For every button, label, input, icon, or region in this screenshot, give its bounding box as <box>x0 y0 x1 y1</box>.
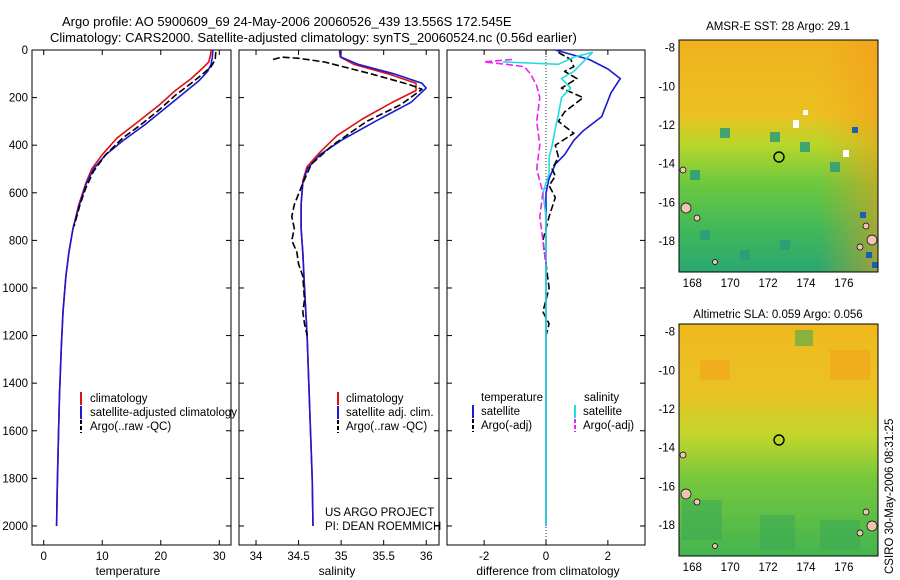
y-tick-label: 1200 <box>2 331 28 343</box>
sla-map-frame <box>678 323 879 557</box>
sst-map <box>678 39 879 273</box>
timestamp-stamp: CSIRO 30-May-2006 08:31:25 <box>884 419 896 574</box>
x-tick-label: 34 <box>250 551 263 563</box>
legend-argo: Argo(..raw -QC) <box>90 421 171 433</box>
y-tick-label: 200 <box>9 93 28 105</box>
map-x-tick-label: 170 <box>721 562 740 574</box>
x-tick-label: 0 <box>543 551 549 563</box>
sst-islands <box>679 166 878 265</box>
map-x-tick-label: 172 <box>758 278 777 290</box>
y-tick-label: 1000 <box>2 283 28 295</box>
series-satellite-adj-clim <box>300 49 428 527</box>
sla-map <box>678 323 879 557</box>
legend-header-salinity: salinity <box>584 392 619 404</box>
temperature-axes <box>31 49 232 546</box>
y-tick-label: 400 <box>9 140 28 152</box>
x-tick-label: 10 <box>96 551 109 563</box>
map-x-tick-label: 170 <box>721 278 740 290</box>
sst-cold-pixels <box>852 127 878 268</box>
difference-legend: temperature salinity satellite Argo(-adj… <box>472 392 634 432</box>
sst-cool-patches <box>690 128 840 260</box>
project-name: US ARGO PROJECT <box>325 507 434 519</box>
series-salinity-satellite <box>502 51 594 526</box>
map-y-tick-label: -16 <box>658 197 675 209</box>
y-tick-label: 800 <box>9 235 28 247</box>
salinity-axes <box>238 49 440 546</box>
map-y-tick-label: -14 <box>658 443 675 455</box>
legend-sal-argo: Argo(-adj) <box>583 420 634 432</box>
salinity-legend: climatology satellite adj. clim. Argo(..… <box>337 392 434 433</box>
y-tick-label: 2000 <box>2 521 28 533</box>
map-x-tick-label: 174 <box>796 562 816 574</box>
legend-temp-satellite: satellite <box>481 406 520 418</box>
x-tick-label: 35.5 <box>372 551 394 563</box>
series-temperature-argo-adj <box>542 51 584 336</box>
series-climatology <box>300 49 417 527</box>
series-satellite-adjusted-climatology <box>55 49 214 527</box>
sla-high-patches <box>700 350 870 380</box>
map-y-tick-label: -12 <box>658 120 675 132</box>
difference-xlabel: difference from climatology <box>476 564 619 578</box>
legend-climatology: climatology <box>90 393 148 405</box>
x-tick-label: 20 <box>154 551 167 563</box>
map-y-tick-label: -18 <box>658 520 675 532</box>
sst-map-title: AMSR-E SST: 28 Argo: 29.1 <box>706 21 850 33</box>
legend-climatology: climatology <box>346 393 404 405</box>
map-x-tick-label: 176 <box>834 562 853 574</box>
sla-low-patches <box>682 330 860 550</box>
series-argo-raw-qc <box>272 56 423 336</box>
y-tick-label: 1400 <box>2 378 28 390</box>
legend-header-temperature: temperature <box>481 392 543 404</box>
salinity-xlabel: salinity <box>319 564 356 578</box>
temperature-legend: climatology satellite-adjusted climatolo… <box>80 392 237 433</box>
map-y-tick-label: -10 <box>658 81 675 93</box>
title-line-2: Climatology: CARS2000. Satellite-adjuste… <box>50 30 577 45</box>
sla-map-title: Altimetric SLA: 0.059 Argo: 0.056 <box>693 309 862 321</box>
map-y-tick-label: -12 <box>658 404 675 416</box>
series-salinity-argo-adj <box>483 58 547 265</box>
project-pi: PI: DEAN ROEMMICH <box>325 521 441 533</box>
sst-map-frame <box>678 39 879 273</box>
x-tick-label: 2 <box>605 551 611 563</box>
x-tick-label: 0 <box>41 551 47 563</box>
map-y-tick-label: -14 <box>658 159 675 171</box>
map-x-tick-label: 168 <box>683 562 702 574</box>
argo-position-marker <box>773 434 785 446</box>
y-tick-label: 600 <box>9 188 28 200</box>
legend-satellite-adj: satellite adj. clim. <box>346 407 434 419</box>
legend-sal-satellite: satellite <box>583 406 622 418</box>
map-x-tick-label: 168 <box>683 278 702 290</box>
series-temperature-satellite <box>545 49 622 526</box>
map-y-tick-label: -18 <box>658 236 675 248</box>
sst-missing-data <box>793 110 849 157</box>
map-y-tick-label: -8 <box>665 43 675 55</box>
x-tick-label: 34.5 <box>287 551 309 563</box>
sla-islands <box>679 451 878 549</box>
title-line-1: Argo profile: AO 5900609_69 24-May-2006 … <box>62 14 512 29</box>
x-tick-label: 35 <box>335 551 348 563</box>
temperature-xlabel: temperature <box>96 564 161 578</box>
y-tick-label: 0 <box>22 45 28 57</box>
map-x-tick-label: 172 <box>758 562 777 574</box>
legend-argo: Argo(..raw -QC) <box>346 421 427 433</box>
legend-satellite-adjusted: satellite-adjusted climatology <box>90 407 237 419</box>
x-tick-label: 30 <box>213 551 226 563</box>
map-x-tick-label: 176 <box>834 278 853 290</box>
profile-lines <box>55 49 622 545</box>
legend-temp-argo: Argo(-adj) <box>481 420 532 432</box>
series-climatology <box>55 49 212 527</box>
series-argo-raw-qc <box>73 51 217 227</box>
x-tick-label: -2 <box>479 551 489 563</box>
map-y-tick-label: -16 <box>658 481 675 493</box>
map-x-tick-label: 174 <box>796 278 816 290</box>
x-tick-label: 36 <box>420 551 433 563</box>
map-y-tick-label: -8 <box>665 327 675 339</box>
y-tick-label: 1600 <box>2 426 28 438</box>
map-y-tick-label: -10 <box>658 365 675 377</box>
argo-position-marker <box>773 151 785 163</box>
y-tick-label: 1800 <box>2 473 28 485</box>
